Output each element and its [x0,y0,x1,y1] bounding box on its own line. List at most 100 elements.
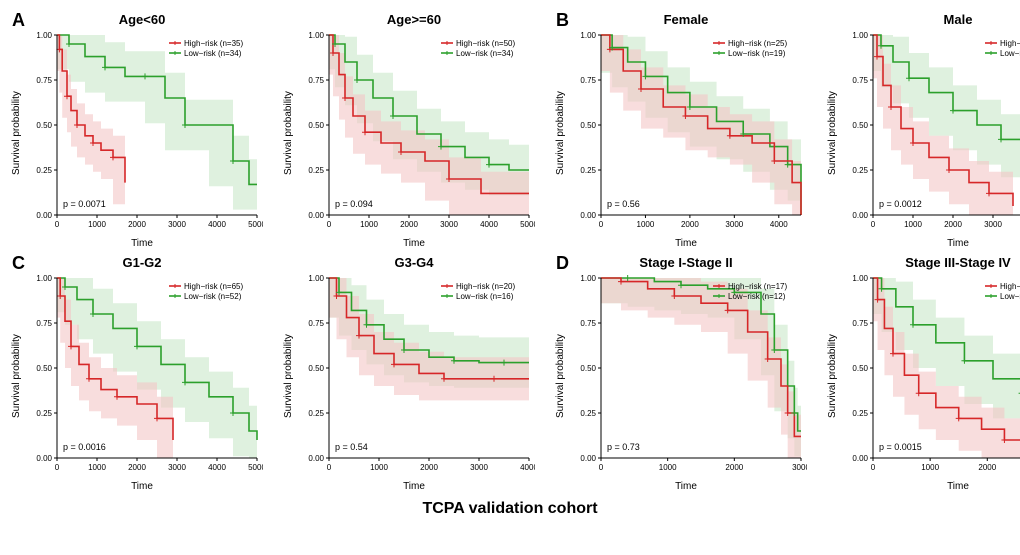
svg-text:0.50: 0.50 [580,364,596,373]
svg-text:2000: 2000 [128,220,146,229]
survival-panel: Stage III-Stage IV Survival probability 0.… [826,253,1020,492]
y-axis-label: Survival probability [554,29,567,237]
svg-text:2000: 2000 [400,220,418,229]
legend-label: High−risk (n=65) [184,282,243,291]
legend-label: Low−risk (n=16) [456,292,514,301]
km-plot: 0.000.250.500.751.0001000200030004000p =… [295,272,535,480]
p-value-label: p = 0.0012 [879,199,922,209]
svg-text:0.25: 0.25 [308,409,324,418]
svg-text:2000: 2000 [944,220,962,229]
svg-text:0.00: 0.00 [308,211,324,220]
svg-text:0: 0 [327,463,332,472]
svg-text:1.00: 1.00 [36,31,52,40]
legend-label: High−risk (n=50) [456,39,515,48]
svg-text:1000: 1000 [659,463,677,472]
svg-text:0: 0 [871,220,876,229]
plot-holder: Survival probability0.000.250.500.751.00… [282,29,546,237]
svg-text:0.75: 0.75 [36,76,52,85]
svg-text:1000: 1000 [921,463,939,472]
svg-text:0.00: 0.00 [580,454,596,463]
plot-title: Stage III-Stage IV [826,253,1020,270]
plot-holder: Survival probability0.000.250.500.751.00… [826,272,1020,480]
p-value-label: p = 0.0016 [63,442,106,452]
p-value-label: p = 0.0015 [879,442,922,452]
km-plot: 0.000.250.500.751.0001000200030004000500… [839,29,1020,237]
plot-holder: Survival probability0.000.250.500.751.00… [282,272,546,480]
svg-text:0.00: 0.00 [580,211,596,220]
svg-text:1.00: 1.00 [580,31,596,40]
x-axis-label: Time [282,237,546,249]
svg-text:0.25: 0.25 [580,409,596,418]
svg-text:0.75: 0.75 [852,76,868,85]
svg-text:0: 0 [599,463,604,472]
x-axis-label: Time [826,237,1020,249]
y-axis-label: Survival probability [826,272,839,480]
plot-holder: Survival probability0.000.250.500.751.00… [10,272,274,480]
svg-text:0.25: 0.25 [36,409,52,418]
svg-text:3000: 3000 [792,463,807,472]
plot-title: Age<60 [10,10,274,27]
plot-holder: Survival probability0.000.250.500.751.00… [554,29,818,237]
svg-text:3000: 3000 [470,463,488,472]
svg-text:0: 0 [55,463,60,472]
svg-text:4000: 4000 [208,220,226,229]
legend-label: High−risk (n=35) [184,39,243,48]
km-plot: 0.000.250.500.751.0001000200030004000500… [295,29,535,237]
legend-label: Low−risk (n=49) [1000,49,1020,58]
svg-text:0.50: 0.50 [852,121,868,130]
survival-panel: G3-G4Survival probability0.000.250.500.7… [282,253,546,492]
legend-label: High−risk (n=60) [1000,39,1020,48]
svg-text:0.00: 0.00 [36,454,52,463]
legend-label: Low−risk (n=34) [456,49,514,58]
plot-title: G1-G2 [10,253,274,270]
svg-text:2000: 2000 [978,463,996,472]
svg-text:1000: 1000 [370,463,388,472]
p-value-label: p = 0.54 [335,442,368,452]
plot-holder: Survival probability 0.00 0.25 0.50 0.75 1.00… [10,29,274,237]
legend-label: High−risk (n=17) [728,282,787,291]
svg-text:1000: 1000 [88,220,106,229]
svg-text:1000: 1000 [637,220,655,229]
svg-text:1000: 1000 [904,220,922,229]
svg-text:1.00: 1.00 [308,274,324,283]
svg-text:0.50: 0.50 [308,364,324,373]
y-axis-label: Survival probability [10,29,23,237]
km-plot: 0.000.250.500.751.000100020003000p = 0.0… [839,272,1020,480]
svg-text:0.50: 0.50 [308,121,324,130]
km-plot: 0.000.250.500.751.0001000200030004000500… [23,272,263,480]
plot-title: Female [554,10,818,27]
svg-text:0.75: 0.75 [36,319,52,328]
x-axis-label: Time [826,480,1020,492]
panel-letter: A [12,10,25,31]
svg-text:2000: 2000 [420,463,438,472]
svg-text:0.00: 0.00 [36,211,52,220]
svg-text:1000: 1000 [88,463,106,472]
legend-label: High−risk (n=68) [1000,282,1020,291]
legend-label: Low−risk (n=56) [1000,292,1020,301]
svg-text:1.00: 1.00 [36,274,52,283]
svg-text:4000: 4000 [208,463,226,472]
p-value-label: p = 0.73 [607,442,640,452]
x-axis-label: Time [10,237,274,249]
legend-label: Low−risk (n=19) [728,49,786,58]
svg-text:0.50: 0.50 [36,121,52,130]
svg-text:5000: 5000 [248,220,263,229]
plot-holder: Survival probability0.000.250.500.751.00… [554,272,818,480]
svg-text:0.00: 0.00 [852,454,868,463]
svg-text:0.25: 0.25 [852,166,868,175]
svg-text:3000: 3000 [725,220,743,229]
legend-label: Low−risk (n=52) [184,292,242,301]
figure-grid: AAge<60Survival probability0.000.250.500… [10,10,1010,492]
svg-text:5000: 5000 [248,463,263,472]
svg-text:0.25: 0.25 [36,166,52,175]
svg-text:1.00: 1.00 [852,274,868,283]
svg-text:5000: 5000 [520,220,535,229]
svg-text:0.75: 0.75 [580,319,596,328]
svg-text:2000: 2000 [725,463,743,472]
svg-text:0.75: 0.75 [580,76,596,85]
legend-label: Low−risk (n=34) [184,49,242,58]
x-axis-label: Time [554,480,818,492]
svg-text:0.50: 0.50 [580,121,596,130]
legend-label: Low−risk (n=12) [728,292,786,301]
y-axis-label: Survival probability [10,272,23,480]
